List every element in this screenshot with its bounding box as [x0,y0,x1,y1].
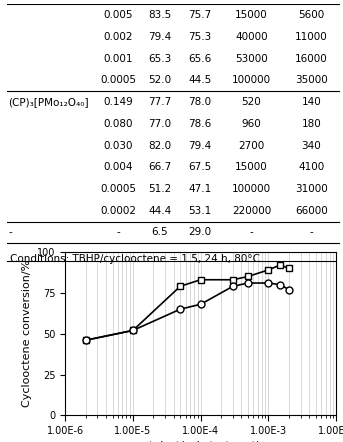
Text: 47.1: 47.1 [188,184,211,194]
Text: 100000: 100000 [232,184,271,194]
Text: 520: 520 [241,97,261,107]
Text: 220000: 220000 [232,206,271,216]
Text: 6.5: 6.5 [152,227,168,237]
Text: 960: 960 [241,119,261,129]
Text: 75.7: 75.7 [188,10,211,20]
Text: 140: 140 [301,97,321,107]
Text: 16000: 16000 [295,53,328,64]
Text: 0.002: 0.002 [104,32,133,42]
Text: 82.0: 82.0 [148,141,172,151]
Text: 0.0005: 0.0005 [100,184,136,194]
Y-axis label: Cyclooctene conversion/%: Cyclooctene conversion/% [22,260,32,408]
Text: 0.004: 0.004 [104,162,133,172]
Text: 0.005: 0.005 [104,10,133,20]
Text: 15000: 15000 [235,162,268,172]
Text: 53000: 53000 [235,53,268,64]
Text: 0.149: 0.149 [104,97,133,107]
Text: 5600: 5600 [298,10,324,20]
Text: 78.0: 78.0 [188,97,211,107]
Text: 67.5: 67.5 [188,162,211,172]
Text: 100000: 100000 [232,76,271,85]
Text: 35000: 35000 [295,76,328,85]
Text: 40000: 40000 [235,32,268,42]
Text: 44.5: 44.5 [188,76,211,85]
Text: 52.0: 52.0 [148,76,172,85]
Text: 29.0: 29.0 [188,227,211,237]
Text: -: - [116,227,120,237]
Text: 340: 340 [301,141,321,151]
Text: 75.3: 75.3 [188,32,211,42]
Text: 53.1: 53.1 [188,206,211,216]
Text: 31000: 31000 [295,184,328,194]
Text: 51.2: 51.2 [148,184,172,194]
Text: 2700: 2700 [238,141,264,151]
Text: 79.4: 79.4 [148,32,172,42]
Text: 66000: 66000 [295,206,328,216]
Text: Conditions: TBHP/cyclooctene = 1.5, 24 h, 80°C.: Conditions: TBHP/cyclooctene = 1.5, 24 h… [10,254,264,264]
Text: 65.6: 65.6 [188,53,211,64]
Text: 0.030: 0.030 [104,141,133,151]
Text: 65.3: 65.3 [148,53,172,64]
Text: -: - [309,227,313,237]
Text: 66.7: 66.7 [148,162,172,172]
Text: 83.5: 83.5 [148,10,172,20]
Text: 77.7: 77.7 [148,97,172,107]
Text: 180: 180 [301,119,321,129]
Text: (CP)₃[PMo₁₂O₄₀]: (CP)₃[PMo₁₂O₄₀] [9,97,89,107]
Text: 0.001: 0.001 [104,53,133,64]
Text: 77.0: 77.0 [148,119,172,129]
Text: 78.6: 78.6 [188,119,211,129]
Text: -: - [249,227,253,237]
Text: 44.4: 44.4 [148,206,172,216]
Text: -: - [9,227,12,237]
Text: 15000: 15000 [235,10,268,20]
Text: 0.0005: 0.0005 [100,76,136,85]
Text: 11000: 11000 [295,32,328,42]
Text: 0.0002: 0.0002 [100,206,136,216]
Text: 0.080: 0.080 [104,119,133,129]
Text: 4100: 4100 [298,162,324,172]
Text: 79.4: 79.4 [188,141,211,151]
